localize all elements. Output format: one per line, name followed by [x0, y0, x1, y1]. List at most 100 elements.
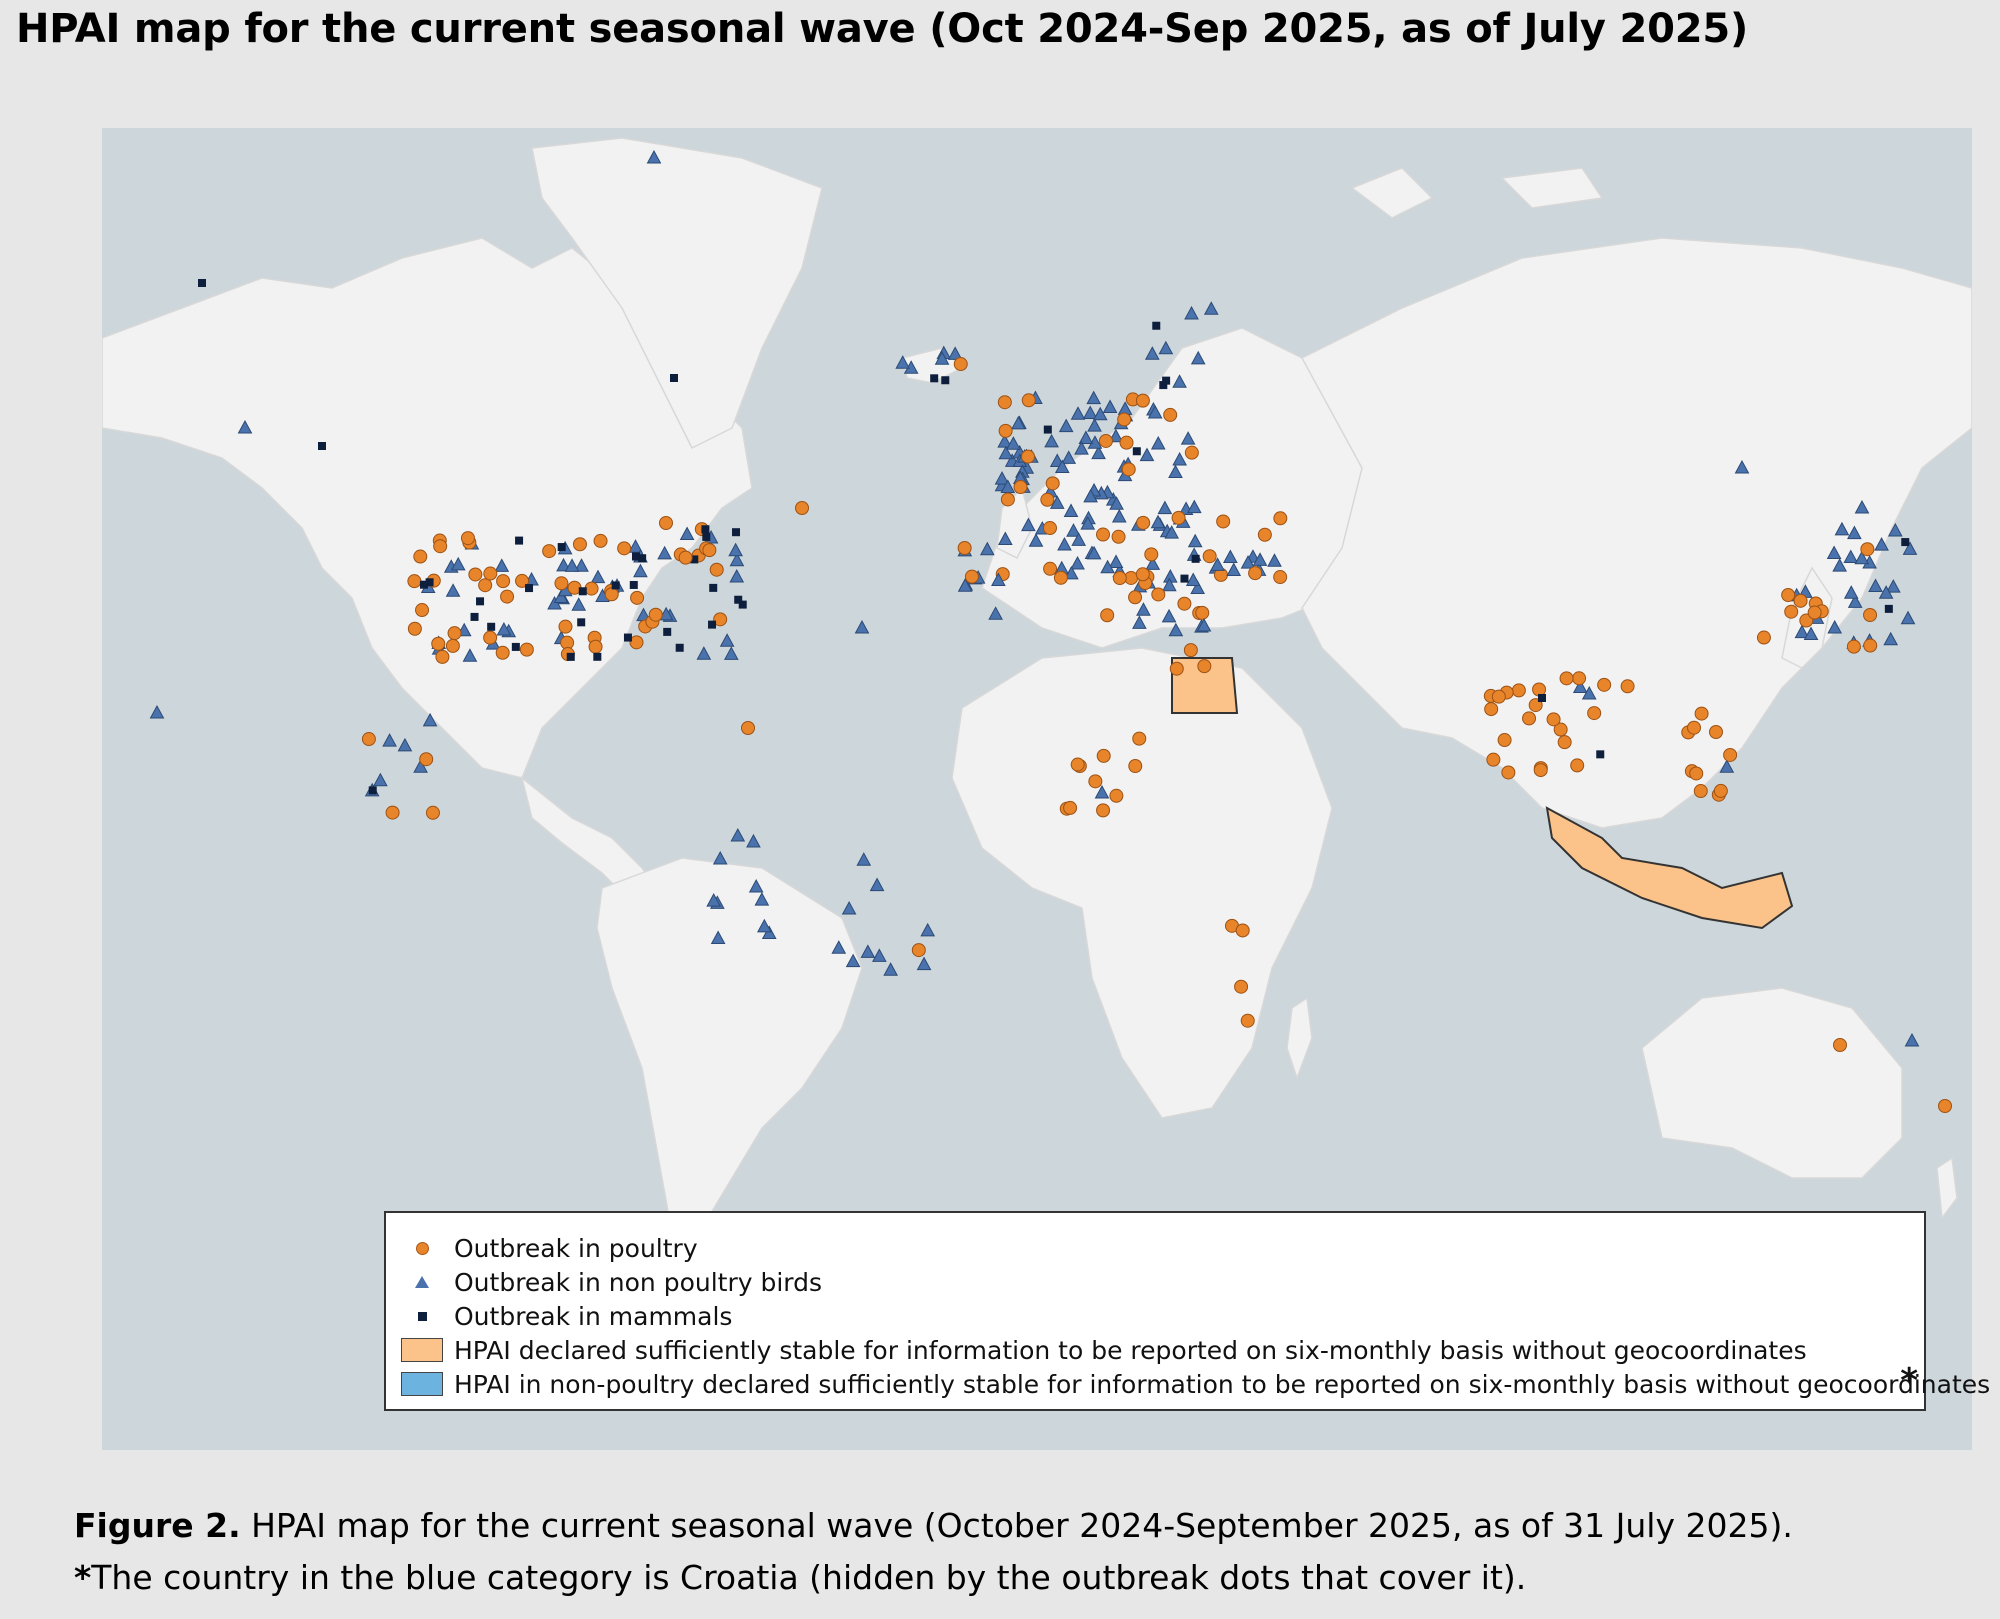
mammal-outbreak-marker [1538, 694, 1546, 702]
legend-item-stable-non-poultry: HPAI in non-poultry declared sufficientl… [386, 1367, 1990, 1401]
non-poultry-bird-outbreak-marker [1086, 545, 1102, 560]
legend-label: HPAI declared sufficiently stable for in… [454, 1335, 1807, 1365]
poultry-outbreak-marker [1863, 638, 1878, 653]
map-canvas [102, 137, 1972, 1289]
poultry-outbreak-marker [415, 603, 430, 618]
non-poultry-bird-outbreak-marker [382, 733, 397, 747]
non-poultry-bird-outbreak-marker [450, 556, 466, 571]
mammal-outbreak-marker [578, 587, 587, 596]
poultry-outbreak-marker [385, 805, 400, 820]
poultry-outbreak-marker [1045, 476, 1060, 491]
caption-figure-label: Figure 2. [74, 1506, 241, 1545]
poultry-outbreak-marker [1020, 449, 1035, 464]
poultry-outbreak-marker [460, 531, 475, 546]
non-poultry-bird-outbreak-marker [1136, 602, 1151, 616]
non-poultry-bird-outbreak-marker [1854, 550, 1870, 565]
mammal-outbreak-marker [1884, 604, 1893, 613]
poultry-outbreak-marker [1938, 1099, 1952, 1113]
landmass-arctic-islands [1350, 167, 1604, 219]
mammal-outbreak-marker [577, 618, 586, 627]
poultry-outbreak-marker [713, 612, 728, 627]
figure-title: HPAI map for the current seasonal wave (… [16, 6, 1749, 52]
non-poultry-bird-outbreak-marker [1049, 495, 1065, 509]
poultry-outbreak-marker [558, 619, 573, 634]
non-poultry-bird-outbreak-marker [496, 621, 512, 636]
poultry-outbreak-marker [1694, 706, 1709, 721]
poultry-outbreak-marker [1497, 733, 1512, 748]
non-poultry-bird-outbreak-marker [1185, 572, 1201, 587]
non-poultry-bird-outbreak-marker [1132, 615, 1147, 629]
non-poultry-bird-outbreak-marker [706, 893, 722, 907]
poultry-outbreak-marker [604, 587, 619, 602]
poultry-outbreak-marker [1689, 766, 1704, 781]
poultry-outbreak-marker [1171, 510, 1186, 525]
poultry-outbreak-marker [1587, 706, 1602, 721]
non-poultry-bird-outbreak-marker [1581, 685, 1597, 700]
non-poultry-bird-outbreak-marker [1057, 536, 1072, 551]
non-poultry-bird-outbreak-marker [998, 445, 1014, 460]
outbreak-markers [149, 149, 1952, 1113]
mammal-outbreak-marker [632, 552, 641, 561]
poultry-outbreak-marker [1121, 462, 1136, 477]
non-poultry-bird-outbreak-marker [723, 646, 739, 660]
poultry-outbreak-marker [435, 649, 450, 664]
non-poultry-bird-outbreak-marker [1572, 679, 1588, 694]
non-poultry-bird-outbreak-marker [1074, 441, 1089, 455]
non-poultry-bird-outbreak-marker [1058, 418, 1074, 433]
mammal-outbreak-marker [941, 376, 950, 385]
non-poultry-bird-outbreak-marker [1719, 759, 1735, 773]
poultry-outbreak-marker [678, 550, 693, 565]
mammal-outbreak-marker [476, 597, 485, 606]
poultry-outbreak-marker [617, 541, 632, 556]
poultry-outbreak-marker [1096, 748, 1111, 763]
poultry-outbreak-marker [1088, 774, 1103, 789]
non-poultry-bird-outbreak-marker [920, 922, 936, 937]
poultry-outbreak-marker [1240, 1013, 1255, 1028]
land-masses [102, 137, 1972, 1289]
non-poultry-bird-outbreak-marker [1144, 346, 1160, 360]
legend-item-non-poultry: Outbreak in non poultry birds [386, 1265, 822, 1299]
poultry-outbreak-marker [1111, 529, 1126, 544]
poultry-outbreak-marker [1846, 639, 1861, 654]
poultry-outbreak-marker [964, 569, 979, 584]
poultry-outbreak-marker [1533, 763, 1548, 778]
non-poultry-bird-outbreak-marker [991, 572, 1006, 586]
poultry-outbreak-marker [1144, 547, 1159, 562]
non-poultry-bird-outbreak-marker [1847, 594, 1863, 608]
non-poultry-bird-outbreak-marker [1071, 532, 1087, 546]
mammal-outbreak-marker [318, 442, 326, 450]
caption-figure-text: HPAI map for the current seasonal wave (… [240, 1506, 1793, 1545]
non-poultry-bird-outbreak-marker [1109, 496, 1124, 510]
non-poultry-bird-outbreak-marker [845, 953, 861, 968]
non-poultry-bird-outbreak-marker [1100, 559, 1115, 574]
poultry-outbreak-marker [1063, 800, 1078, 815]
poultry-outbreak-marker [1183, 643, 1198, 658]
indonesia-shaded [1545, 806, 1794, 930]
poultry-outbreak-marker [519, 642, 534, 657]
mammal-outbreak-marker [738, 600, 747, 609]
poultry-outbreak-marker [483, 566, 498, 581]
mammal-outbreak-marker [638, 554, 647, 563]
poultry-outbreak-marker [1100, 608, 1115, 623]
mammal-outbreak-marker [708, 620, 717, 629]
poultry-outbreak-marker [1177, 596, 1192, 611]
mammal-outbreak-marker [511, 642, 520, 651]
caption-line-1: Figure 2. HPAI map for the current seaso… [74, 1500, 1793, 1552]
non-poultry-bird-outbreak-marker [646, 149, 662, 164]
non-poultry-bird-outbreak-marker [1240, 555, 1256, 569]
non-poultry-bird-outbreak-marker [1878, 585, 1894, 599]
landmass-asia [1300, 237, 1972, 829]
non-poultry-bird-outbreak-marker [1164, 525, 1180, 539]
legend-label: Outbreak in poultry [454, 1233, 698, 1263]
non-poultry-bird-outbreak-marker [1091, 445, 1106, 460]
non-poultry-bird-outbreak-marker [1162, 577, 1177, 592]
poultry-outbreak-marker [361, 732, 376, 747]
poultry-outbreak-marker [1546, 712, 1561, 727]
non-poultry-bird-outbreak-marker [1158, 340, 1174, 355]
mammal-outbreak-marker [1596, 750, 1605, 759]
non-poultry-bird-outbreak-marker [1080, 516, 1096, 530]
poultry-outbreak-marker [1713, 783, 1728, 798]
landmass-new-zealand [1936, 1156, 1958, 1220]
non-poultry-bird-outbreak-marker [564, 558, 580, 572]
non-poultry-bird-outbreak-marker [1190, 580, 1205, 594]
